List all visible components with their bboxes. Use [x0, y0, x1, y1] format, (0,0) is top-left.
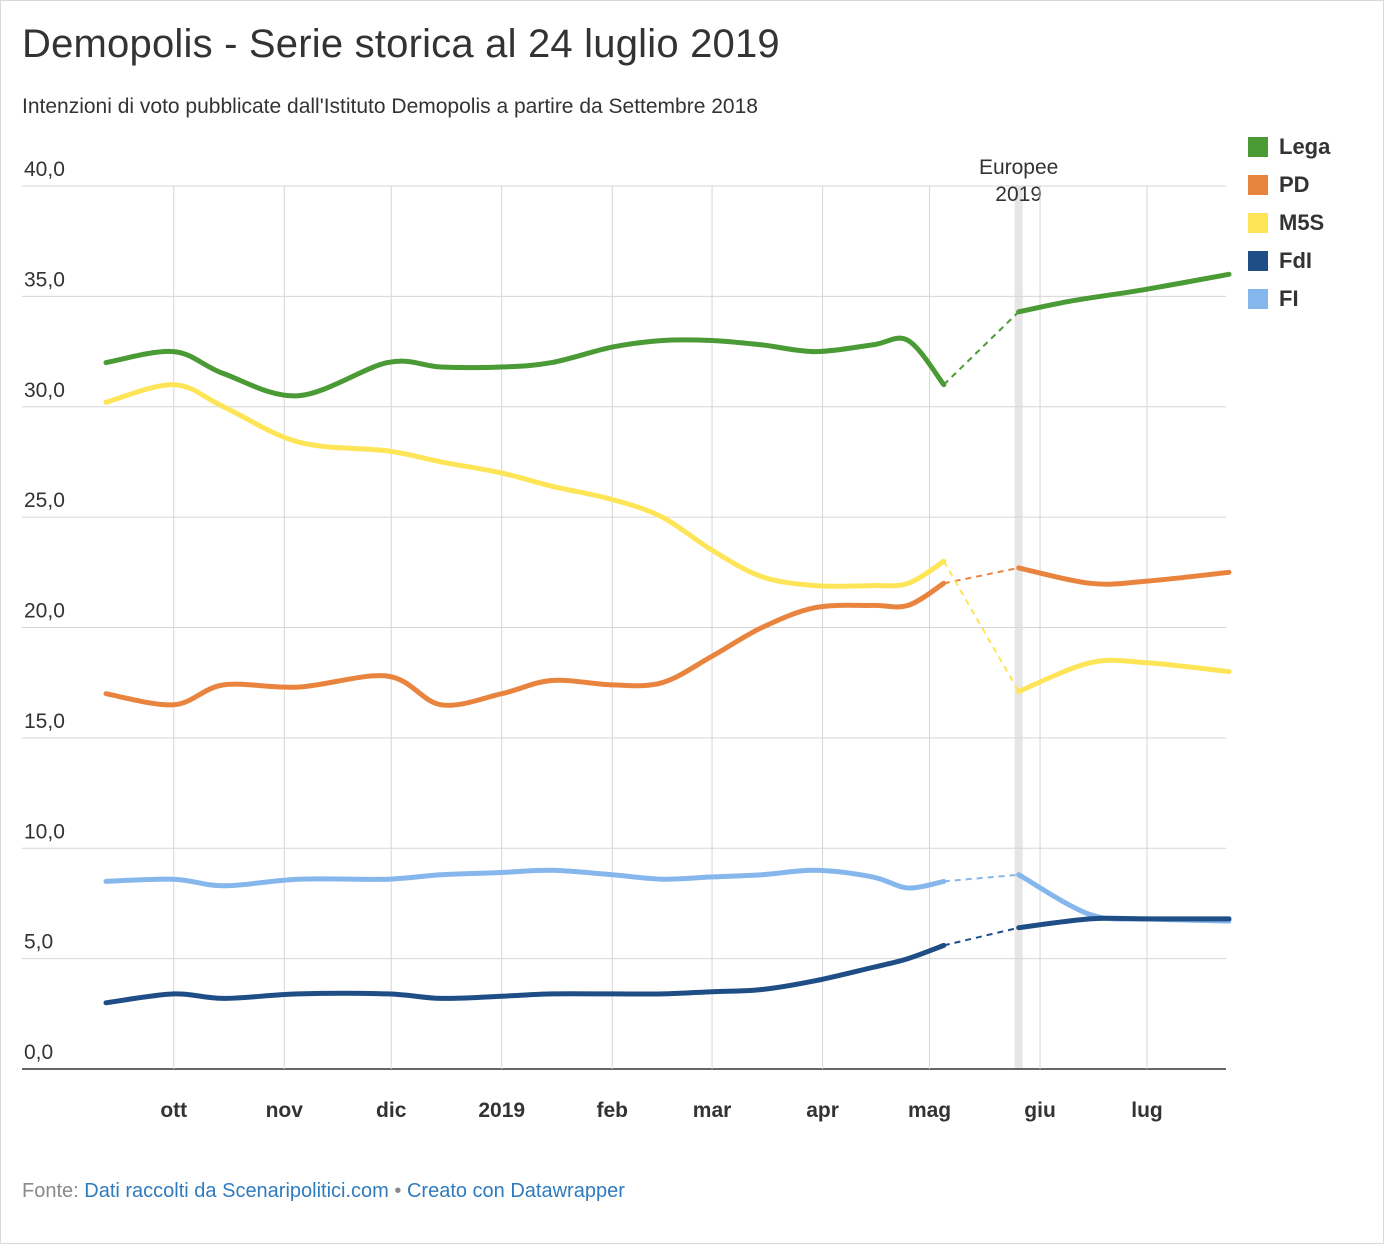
- series-line-lega: [103, 335, 947, 399]
- legend-item: PD: [1248, 166, 1330, 204]
- legend-label: M5S: [1279, 210, 1325, 235]
- legend-item: FI: [1248, 280, 1330, 318]
- series-gap-pd: [943, 566, 1019, 585]
- y-tick-label: 30,0: [24, 379, 65, 402]
- series-line-pd: [103, 580, 947, 708]
- credit-link[interactable]: Creato con Datawrapper: [406, 1180, 625, 1202]
- annotation-label: Europee: [979, 156, 1058, 179]
- legend-swatch: [1248, 137, 1268, 157]
- series-line-m5s: [103, 382, 947, 589]
- y-tick-label: 15,0: [24, 710, 65, 733]
- x-tick-label: giu: [1024, 1099, 1056, 1122]
- x-tick-label: dic: [376, 1099, 407, 1122]
- x-tick-label: feb: [596, 1099, 628, 1122]
- legend: Lega PD M5S FdI FI: [1248, 128, 1330, 318]
- x-tick-label: ott: [160, 1099, 187, 1122]
- x-tick-label: apr: [806, 1099, 839, 1122]
- x-tick-label: nov: [266, 1099, 304, 1122]
- legend-swatch: [1248, 289, 1268, 309]
- legend-item: FdI: [1248, 242, 1330, 280]
- source-prefix: Fonte:: [22, 1180, 79, 1202]
- chart-subtitle: Intenzioni di voto pubblicate dall'Istit…: [22, 95, 758, 118]
- series-gap-fdi: [943, 926, 1019, 947]
- series-line-m5s: [1016, 657, 1232, 694]
- footer: Fonte: Dati raccolti da Scenaripolitici.…: [22, 1180, 625, 1203]
- series-line-lega: [1016, 271, 1232, 315]
- series-line-fdi: [1016, 915, 1232, 931]
- footer-separator: •: [394, 1180, 402, 1202]
- y-tick-label: 40,0: [24, 158, 65, 181]
- x-tick-label: 2019: [478, 1099, 525, 1122]
- legend-item: M5S: [1248, 204, 1330, 242]
- series-line-pd: [1016, 565, 1232, 587]
- series-gap-fi: [943, 873, 1019, 883]
- x-tick-label: lug: [1131, 1099, 1163, 1122]
- legend-label: PD: [1279, 172, 1310, 197]
- y-tick-label: 35,0: [24, 268, 65, 291]
- y-tick-label: 5,0: [24, 931, 53, 954]
- series-line-fdi: [103, 942, 947, 1006]
- legend-swatch: [1248, 213, 1268, 233]
- legend-label: Lega: [1279, 134, 1331, 159]
- y-tick-label: 0,0: [24, 1041, 53, 1064]
- x-tick-label: mag: [908, 1099, 951, 1122]
- legend-label: FdI: [1279, 248, 1312, 273]
- series-gap-m5s: [942, 560, 1020, 693]
- source-link[interactable]: Dati raccolti da Scenaripolitici.com: [84, 1180, 389, 1202]
- y-tick-label: 10,0: [24, 820, 65, 843]
- x-tick-label: mar: [693, 1099, 732, 1122]
- y-tick-label: 20,0: [24, 600, 65, 623]
- legend-swatch: [1248, 175, 1268, 195]
- annotation-label: 2019: [995, 183, 1042, 206]
- y-tick-label: 25,0: [24, 489, 65, 512]
- series-gap-lega: [943, 311, 1020, 386]
- series-line-fi: [103, 867, 947, 891]
- series-line-fi: [1016, 872, 1232, 924]
- legend-item: Lega: [1248, 128, 1330, 166]
- legend-label: FI: [1279, 286, 1299, 311]
- legend-swatch: [1248, 251, 1268, 271]
- chart-title: Demopolis - Serie storica al 24 luglio 2…: [22, 22, 780, 66]
